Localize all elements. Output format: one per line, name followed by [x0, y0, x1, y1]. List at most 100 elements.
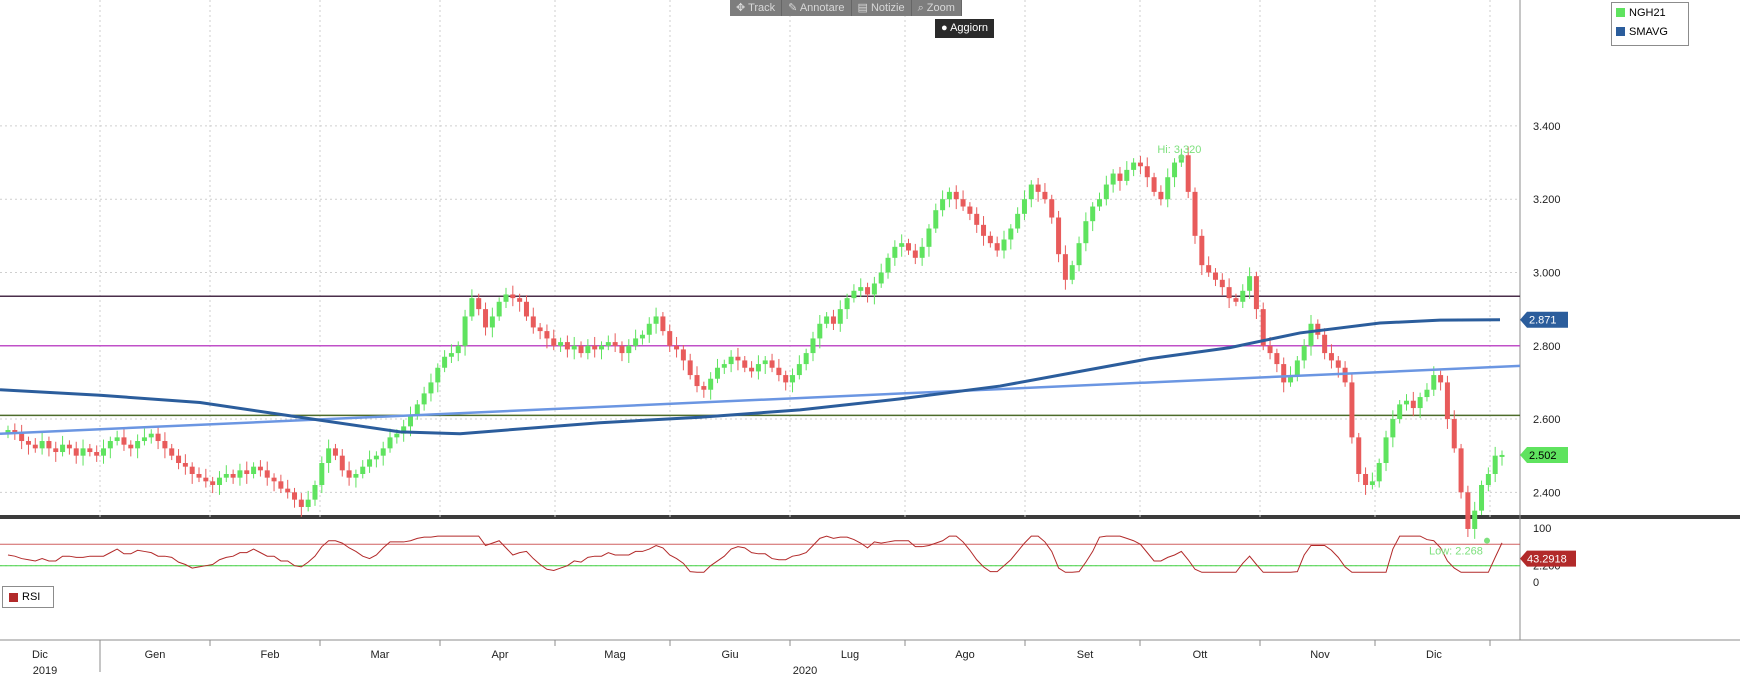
candle-body — [796, 364, 802, 376]
candle-body — [80, 448, 86, 456]
rsi-tick-label: 100 — [1533, 523, 1551, 535]
candle-body — [435, 367, 441, 383]
candle-body — [667, 331, 673, 346]
candle-body — [360, 466, 366, 474]
sma-last-tag-bg — [1520, 311, 1568, 328]
candle-body — [544, 331, 550, 339]
candle-body — [346, 470, 352, 478]
candle-body — [1172, 162, 1178, 178]
candle-body — [60, 444, 66, 453]
candle-body — [523, 301, 529, 317]
candle-body — [1376, 463, 1382, 482]
candle-body — [510, 294, 516, 299]
candle-body — [694, 375, 700, 387]
candle-body — [353, 474, 359, 478]
candle-body — [1322, 334, 1328, 354]
candle-body — [1021, 199, 1027, 214]
candle-body — [1090, 206, 1096, 222]
legend-item-ngh21[interactable]: NGH21 — [1612, 3, 1688, 22]
candle-body — [1383, 437, 1389, 464]
candle-body — [1137, 162, 1143, 167]
low-label: Low: 2.268 — [1429, 546, 1483, 558]
y-tick-label: 3.200 — [1533, 194, 1561, 206]
candle-body — [257, 466, 263, 471]
candle-body — [162, 441, 168, 449]
candle-body — [1451, 419, 1457, 449]
rsi-tick-label: 0 — [1533, 577, 1539, 589]
annotate-button[interactable]: ✎ Annotare — [782, 0, 852, 16]
candle-body — [878, 272, 884, 284]
rsi-label: RSI — [22, 591, 41, 603]
candle-body — [292, 492, 298, 500]
candle-body — [926, 228, 932, 247]
candle-body — [585, 345, 591, 354]
candle-body — [537, 327, 543, 332]
candle-body — [871, 283, 877, 295]
candle-body — [994, 243, 1000, 251]
candle-body — [605, 342, 611, 346]
candle-body — [1233, 298, 1239, 302]
candle-body — [121, 437, 127, 445]
candle-body — [1328, 353, 1334, 361]
month-label: Dic — [1426, 649, 1442, 661]
candle-body — [1131, 162, 1137, 170]
candle-body — [196, 474, 202, 478]
candle-body — [469, 298, 475, 317]
candle-body — [1062, 254, 1068, 280]
track-button[interactable]: ✥ Track — [730, 0, 783, 16]
y-tick-label: 2.400 — [1533, 487, 1561, 499]
year-label: 2019 — [33, 665, 57, 677]
candle-body — [1465, 492, 1471, 529]
candle-body — [1165, 177, 1171, 200]
candle-body — [1356, 437, 1362, 474]
candle-body — [448, 353, 454, 357]
candle-body — [489, 316, 495, 328]
refresh-button[interactable]: ● Aggiorn — [935, 19, 995, 38]
candle-body — [496, 301, 502, 317]
candle-body — [1403, 400, 1409, 405]
candle-body — [619, 345, 625, 354]
candle-body — [680, 349, 686, 361]
candles — [5, 146, 1505, 539]
candle-body — [455, 345, 461, 354]
candle-body — [19, 433, 25, 442]
candle-body — [278, 481, 284, 489]
candle-body — [1485, 474, 1491, 485]
candle-body — [1103, 184, 1109, 200]
candle-body — [1479, 484, 1485, 511]
candle-body — [1369, 481, 1375, 485]
month-label: Gen — [145, 649, 166, 661]
y-tick-label: 2.600 — [1533, 414, 1561, 426]
candle-body — [660, 316, 666, 332]
candle-body — [865, 287, 871, 295]
month-label: Dic — [32, 649, 48, 661]
candle-body — [1499, 454, 1505, 457]
news-button[interactable]: ▤ Notizie — [852, 0, 912, 16]
candle-body — [612, 342, 618, 346]
candle-body — [851, 290, 857, 299]
candle-body — [271, 477, 277, 482]
candle-body — [687, 360, 693, 376]
candle-body — [803, 353, 809, 365]
candle-body — [844, 298, 850, 310]
year-label: 2020 — [793, 665, 817, 677]
candle-body — [1192, 191, 1198, 236]
candle-body — [1294, 360, 1300, 376]
candle-body — [66, 444, 72, 449]
zoom-button[interactable]: ⌕ Zoom — [912, 0, 962, 16]
high-marker — [1178, 154, 1185, 161]
candle-body — [1056, 217, 1062, 255]
rsi-legend[interactable]: RSI — [2, 586, 54, 608]
candle-body — [837, 309, 843, 324]
candle-body — [1226, 287, 1232, 299]
candle-body — [107, 441, 113, 449]
trend-line — [0, 364, 1521, 435]
y-tick-label: 2.800 — [1533, 341, 1561, 353]
legend-item-smavg[interactable]: SMAVG — [1612, 22, 1688, 41]
candle-body — [503, 294, 509, 302]
candle-body — [298, 499, 304, 507]
candle-body — [578, 345, 584, 354]
candle-body — [169, 448, 175, 456]
candle-body — [421, 393, 427, 405]
candle-body — [940, 199, 946, 211]
